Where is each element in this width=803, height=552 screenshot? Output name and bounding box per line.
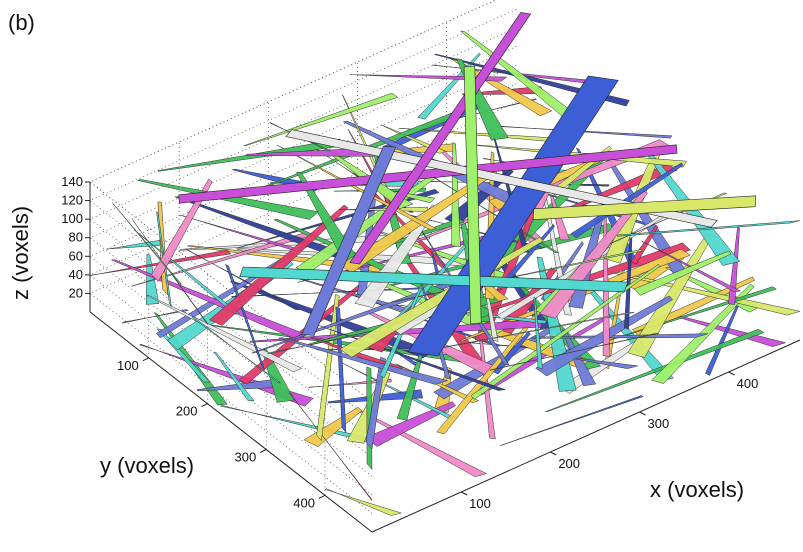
y-tick [201,403,208,408]
fiber [243,92,399,146]
fiber [213,351,255,402]
fiber-bundle [89,12,801,516]
fiber [489,333,659,371]
fiber [324,488,403,516]
z-tick-label: 40 [69,267,83,282]
fiber [121,309,190,324]
fiber [288,392,373,502]
z-tick-label: 60 [69,248,83,263]
fiber [132,219,208,325]
fiber [365,356,386,450]
z-tick-label: 80 [69,230,83,245]
fiber [411,311,635,354]
fiber [728,226,740,305]
z-tick-label: 140 [61,174,83,189]
fiber [532,195,757,221]
y-tick-label: 300 [235,450,257,465]
fiber [208,204,349,326]
x-tick-label: 100 [469,496,491,511]
fiber [533,296,543,369]
fiber [138,343,314,407]
fiber [301,145,397,336]
y-tick [318,494,326,499]
fiber [390,249,643,304]
z-tick-label: 100 [61,211,83,226]
z-axis-title: z (voxels) [8,206,33,300]
fiber [136,179,319,220]
fiber [178,144,678,204]
x-axis-title: x (voxels) [650,477,744,502]
fiber [561,329,597,387]
y-tick-label: 200 [176,404,198,419]
fiber [470,263,660,400]
fiber [396,353,423,421]
fiber [192,315,281,384]
fiber [146,295,303,373]
y-tick-label: 400 [293,495,315,510]
panel-label: (b) [8,10,35,35]
fiber [616,220,801,237]
fiber [225,263,266,371]
fiber [398,127,572,144]
x-tick-label: 200 [558,456,580,471]
x-tick-label: 300 [648,416,670,431]
z-tick-label: 20 [69,285,83,300]
fiber [107,239,164,250]
fiber [185,248,301,311]
y-axis-title: y (voxels) [100,453,194,478]
y-tick [142,357,149,362]
z-tick-label: 120 [61,193,83,208]
fiber [500,395,644,447]
fiber [246,147,376,157]
x-tick-label: 400 [737,376,759,391]
fiber [463,65,482,325]
x-tick [728,371,735,376]
y-tick-label: 100 [117,358,139,373]
fiber [151,178,213,283]
fiber [349,12,532,265]
fiber [633,250,732,296]
fiber [112,202,182,287]
fiber [278,337,449,385]
axis-ticks: 20 40 60 80 100 120 140 100 200 300 400 100 200 300 40… [61,174,758,511]
fiber [285,129,718,228]
x-tick [460,491,468,496]
x-tick [550,451,557,456]
y-tick [260,449,267,453]
x-tick [639,411,646,416]
